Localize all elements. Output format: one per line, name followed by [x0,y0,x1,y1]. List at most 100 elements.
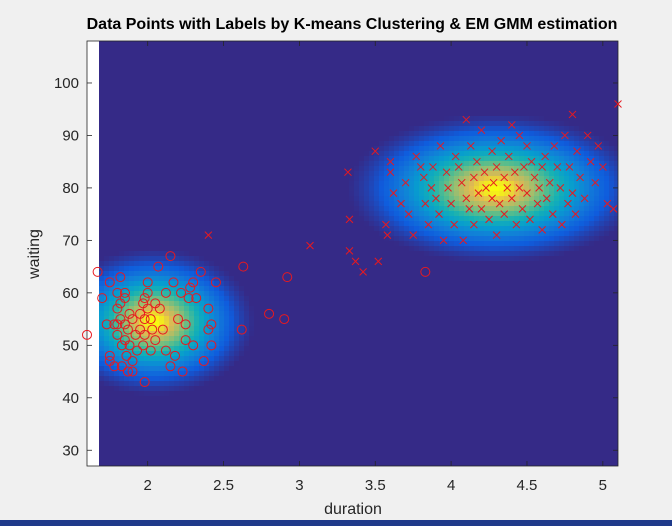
density-cell [514,236,519,241]
density-cell [559,206,564,211]
density-cell [474,196,479,201]
density-cell [414,206,419,211]
density-cell [364,216,369,221]
density-cell [159,306,164,311]
density-cell [189,336,194,341]
density-cell [189,381,194,386]
density-cell [529,186,534,191]
density-cell [479,176,484,181]
density-cell [459,226,464,231]
density-cell [504,256,509,261]
density-cell [569,226,574,231]
density-cell [149,271,154,276]
density-cell [179,271,184,276]
density-cell [204,326,209,331]
density-cell [374,201,379,206]
density-cell [199,346,204,351]
density-cell [174,346,179,351]
cluster1-point [124,308,135,319]
density-cell [204,311,209,316]
density-cell [464,236,469,241]
cluster1-point [92,266,103,277]
x-axis-label: duration [324,501,382,518]
density-cell [479,156,484,161]
density-cell [179,311,184,316]
density-cell [594,176,599,181]
density-cell [384,211,389,216]
density-cell [429,221,434,226]
density-cell [454,116,459,121]
density-cell [124,251,129,256]
density-cell [529,221,534,226]
density-cell [184,286,189,291]
density-cell [554,161,559,166]
density-cell [364,191,369,196]
density-cell [459,176,464,181]
density-cell [424,206,429,211]
density-cell [234,326,239,331]
cluster2-point [450,220,459,229]
density-cell [469,141,474,146]
density-cell [564,206,569,211]
density-cell [544,191,549,196]
density-cell [124,376,129,381]
density-cell [589,241,594,246]
density-cell [219,311,224,316]
density-cell [549,181,554,186]
density-cell [414,196,419,201]
cluster1-point [139,329,150,340]
density-cell [604,146,609,151]
density-cell [199,331,204,336]
cluster1-point [282,272,293,283]
density-cell [614,211,618,216]
density-cell [179,251,184,256]
density-cell [484,201,489,206]
cluster2-point [482,184,490,192]
density-cell [239,311,244,316]
density-cell [584,136,589,141]
density-cell [454,121,459,126]
density-cell [394,186,399,191]
density-cell [229,311,234,316]
density-cell [379,166,384,171]
density-cell [209,306,214,311]
density-cell [534,171,539,176]
density-cell [599,186,604,191]
density-cell [159,326,164,331]
density-cell [584,161,589,166]
density-cell [389,141,394,146]
density-cell [504,166,509,171]
density-cell [539,151,544,156]
density-cell [464,116,469,121]
density-cell [359,211,364,216]
density-cell [224,326,229,331]
density-cell [194,286,199,291]
density-cell [404,146,409,151]
density-cell [124,261,129,266]
density-cell [554,251,559,256]
density-cell [614,221,618,226]
density-cell [454,126,459,131]
density-cell [419,231,424,236]
density-cell [169,346,174,351]
density-cell [469,136,474,141]
density-cell [164,386,169,391]
density-cell [574,241,579,246]
density-cell [374,166,379,171]
density-cell [474,131,479,136]
density-cell [464,131,469,136]
density-cell [554,201,559,206]
density-cell [179,266,184,271]
density-cell [479,196,484,201]
density-cell [179,381,184,386]
cluster2-point [439,236,448,245]
density-cell [119,261,124,266]
cluster2-point [580,194,589,203]
density-cell [514,181,519,186]
density-cell [104,256,109,261]
density-cell [439,191,444,196]
density-cell [519,211,524,216]
density-cell [434,236,439,241]
density-cell [524,151,529,156]
density-cell [504,141,509,146]
